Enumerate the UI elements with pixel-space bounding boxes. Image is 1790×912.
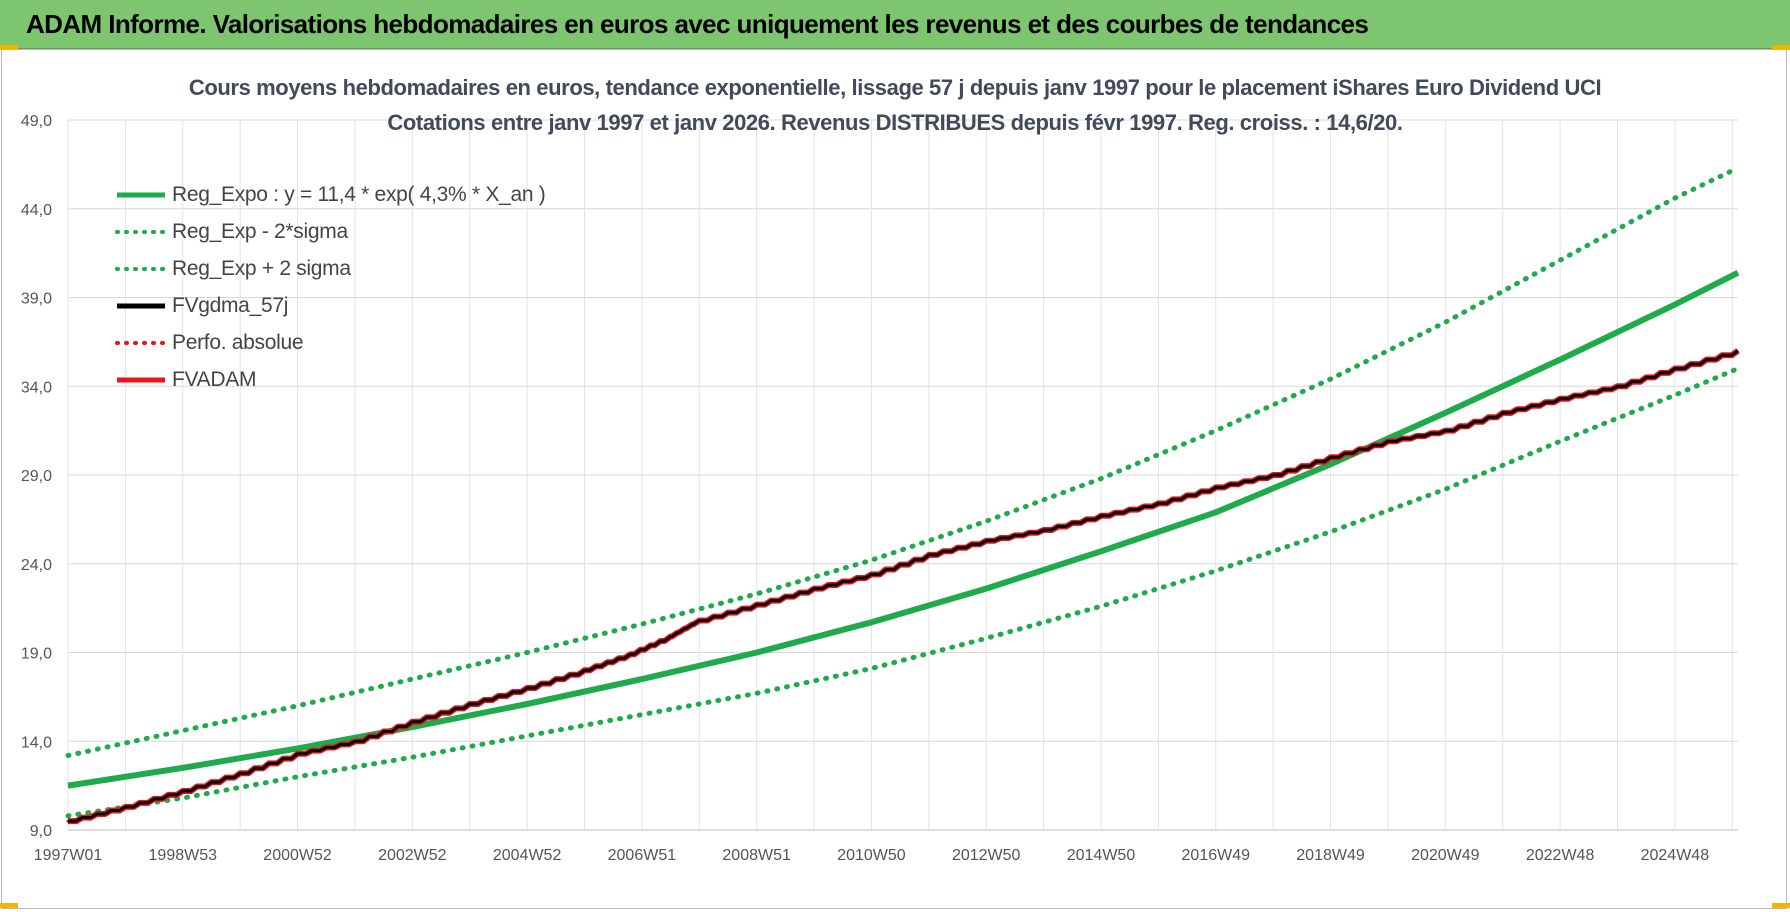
legend-item: Reg_Exp + 2 sigma bbox=[114, 250, 545, 287]
legend-swatch bbox=[115, 340, 167, 345]
x-tick-label: 2024W48 bbox=[1641, 847, 1710, 864]
chart-subtitle: Cotations entre janv 1997 et janv 2026. … bbox=[387, 110, 1403, 135]
series-line-3 bbox=[68, 349, 1739, 823]
chart-title: Cours moyens hebdomadaires en euros, ten… bbox=[188, 75, 1602, 100]
series-line-2 bbox=[65, 165, 1741, 758]
y-tick-label: 49,0 bbox=[21, 113, 52, 130]
legend-item: Reg_Exp - 2*sigma bbox=[114, 213, 545, 250]
y-tick-label: 34,0 bbox=[21, 379, 52, 396]
legend-label: Perfo. absolue bbox=[172, 330, 304, 354]
legend-item: Perfo. absolue bbox=[114, 324, 545, 361]
page-title: ADAM Informe. Valorisations hebdomadaire… bbox=[26, 9, 1369, 39]
corner-mark-bottom-right bbox=[1772, 903, 1790, 908]
y-tick-label: 29,0 bbox=[21, 468, 52, 485]
legend-label: Reg_Exp - 2*sigma bbox=[172, 219, 348, 243]
series-line-1 bbox=[65, 366, 1741, 819]
corner-mark-top-right bbox=[1772, 45, 1790, 50]
x-tick-label: 2002W52 bbox=[378, 847, 447, 864]
header-bar: ADAM Informe. Valorisations hebdomadaire… bbox=[0, 0, 1790, 49]
legend-item: Reg_Expo : y = 11,4 * exp( 4,3% * X_an ) bbox=[114, 176, 546, 213]
axis-tick-labels: 9,0 14,0 19,0 24,0 29,0 34,0 39,0 44,0 49,0 1997W… bbox=[21, 113, 1709, 864]
x-tick-label: 2012W50 bbox=[952, 847, 1021, 864]
x-tick-label: 2000W52 bbox=[263, 847, 332, 864]
chart-legend: Reg_Expo : y = 11,4 * exp( 4,3% * X_an )… bbox=[114, 176, 546, 398]
chart-frame bbox=[1, 49, 1787, 909]
y-tick-label: 24,0 bbox=[21, 557, 52, 574]
x-tick-label: 1998W53 bbox=[149, 847, 218, 864]
y-tick-label: 44,0 bbox=[21, 202, 52, 219]
x-tick-label: 2004W52 bbox=[493, 847, 562, 864]
legend-label: FVgdma_57j bbox=[172, 293, 289, 317]
legend-swatch bbox=[117, 303, 165, 308]
x-tick-label: 2020W49 bbox=[1411, 847, 1480, 864]
x-tick-label: 2010W50 bbox=[837, 847, 906, 864]
x-tick-label: 2006W51 bbox=[608, 847, 677, 864]
x-tick-label: 2014W50 bbox=[1067, 847, 1136, 864]
legend-label: Reg_Expo : y = 11,4 * exp( 4,3% * X_an ) bbox=[172, 182, 546, 206]
legend-label: Reg_Exp + 2 sigma bbox=[172, 256, 351, 280]
legend-swatch bbox=[115, 266, 167, 271]
legend-label: FVADAM bbox=[172, 367, 257, 391]
x-tick-label: 2022W48 bbox=[1526, 847, 1595, 864]
y-tick-label: 9,0 bbox=[30, 823, 52, 840]
x-tick-label: 2008W51 bbox=[722, 847, 791, 864]
legend-item: FVgdma_57j bbox=[114, 287, 545, 324]
legend-swatch bbox=[117, 377, 165, 382]
legend-swatch bbox=[115, 229, 167, 234]
x-tick-label: 2016W49 bbox=[1182, 847, 1251, 864]
y-tick-label: 19,0 bbox=[21, 646, 52, 663]
y-tick-label: 14,0 bbox=[21, 734, 52, 751]
x-tick-label: 2018W49 bbox=[1296, 847, 1365, 864]
legend-swatch bbox=[117, 192, 165, 197]
x-tick-label: 1997W01 bbox=[34, 847, 103, 864]
legend-item: FVADAM bbox=[114, 361, 545, 398]
series-layer bbox=[65, 165, 1741, 825]
corner-mark-top-left bbox=[0, 45, 18, 50]
series-line-0 bbox=[67, 270, 1740, 789]
corner-mark-bottom-left bbox=[0, 903, 18, 908]
y-tick-label: 39,0 bbox=[21, 291, 52, 308]
